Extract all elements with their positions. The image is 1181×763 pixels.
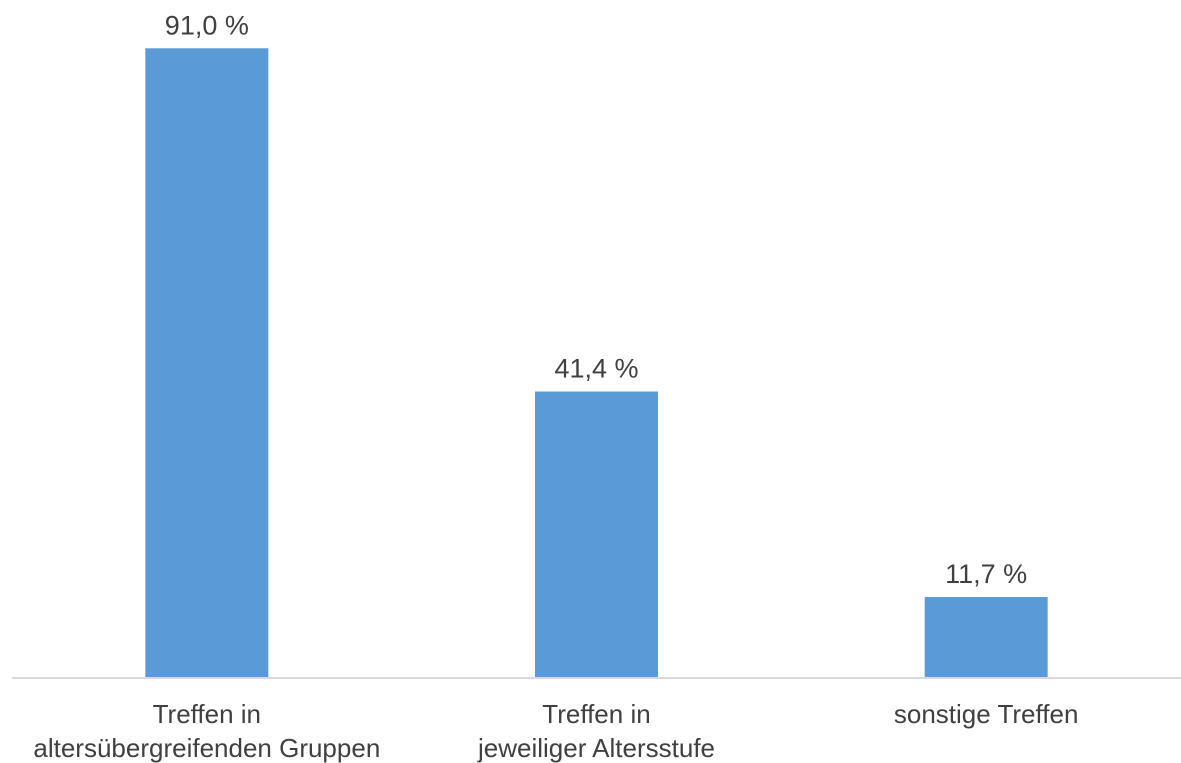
- category-label-1-line-1: Treffen in: [153, 699, 261, 729]
- category-label-1-line-2: altersübergreifenden Gruppen: [33, 733, 380, 763]
- category-label-2-line-2: jeweiliger Altersstufe: [477, 733, 715, 763]
- category-label-3-line-1: sonstige Treffen: [894, 699, 1079, 729]
- data-label-3: 11,7 %: [945, 559, 1027, 589]
- bar-1: [145, 48, 269, 678]
- category-labels-group: Treffen in altersübergreifenden Gruppen Tr…: [33, 699, 1078, 763]
- bar-2: [535, 391, 658, 678]
- data-label-1: 91,0 %: [165, 10, 249, 40]
- data-label-2: 41,4 %: [554, 354, 638, 384]
- category-label-2-line-1: Treffen in: [542, 699, 650, 729]
- bars-group: [145, 48, 1048, 678]
- data-labels-group: 91,0 % 41,4 % 11,7 %: [165, 10, 1027, 589]
- bar-3: [924, 597, 1048, 678]
